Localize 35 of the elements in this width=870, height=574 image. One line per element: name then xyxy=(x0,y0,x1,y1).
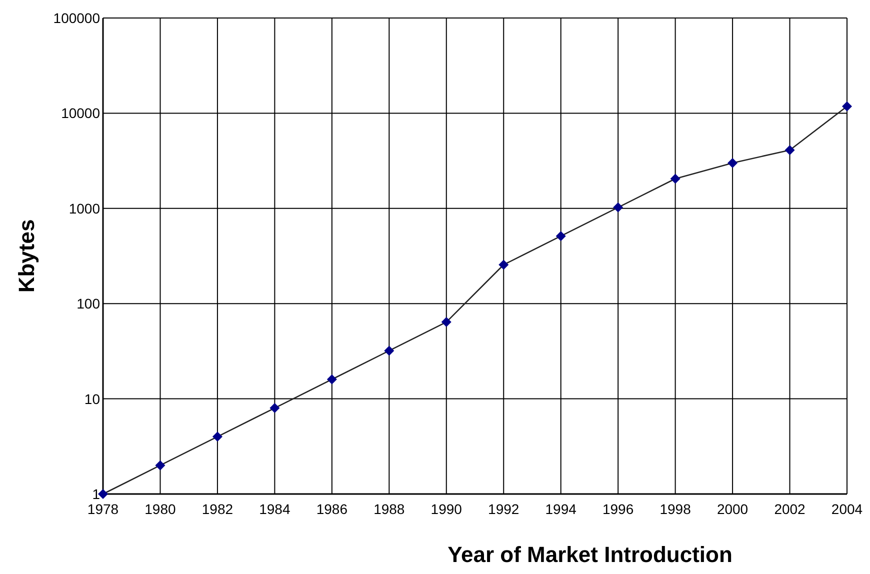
x-tick-label: 1986 xyxy=(316,501,348,517)
point xyxy=(556,231,566,242)
x-tick-label: 1998 xyxy=(660,501,692,517)
x-tick-label: 1994 xyxy=(545,501,577,517)
y-tick-label: 10000 xyxy=(61,105,100,122)
point xyxy=(613,202,624,212)
x-tick-label: 2000 xyxy=(716,501,748,517)
point xyxy=(498,260,509,270)
y-tick-label: 100000 xyxy=(53,10,100,26)
y-tick-label: 100 xyxy=(76,296,100,312)
x-tick-label: 1978 xyxy=(87,501,119,517)
x-tick-label: 1992 xyxy=(488,501,520,517)
point xyxy=(384,346,394,356)
point xyxy=(270,403,280,414)
x-tick-label: 1996 xyxy=(602,501,634,517)
point xyxy=(784,145,795,156)
point xyxy=(441,317,452,328)
y-tick-label: 1000 xyxy=(68,200,100,216)
x-tick-label: 2002 xyxy=(774,501,806,517)
x-tick-label: 1980 xyxy=(144,501,176,517)
point xyxy=(155,460,166,470)
y-tick-label: 1 xyxy=(92,486,100,502)
x-tick-label: 1988 xyxy=(374,501,405,517)
x-axis-title: Year of Market Introduction xyxy=(448,542,732,567)
point xyxy=(728,158,738,168)
y-axis-title: Kbytes xyxy=(14,219,39,293)
point xyxy=(842,101,852,112)
point xyxy=(326,374,337,384)
y-tick-label: 10 xyxy=(84,390,100,407)
x-tick-label: 2004 xyxy=(831,501,863,517)
x-tick-label: 1990 xyxy=(430,501,462,517)
point xyxy=(670,174,680,184)
x-tick-label: 1982 xyxy=(202,501,234,517)
point xyxy=(212,432,222,442)
x-tick-label: 1984 xyxy=(259,501,290,517)
